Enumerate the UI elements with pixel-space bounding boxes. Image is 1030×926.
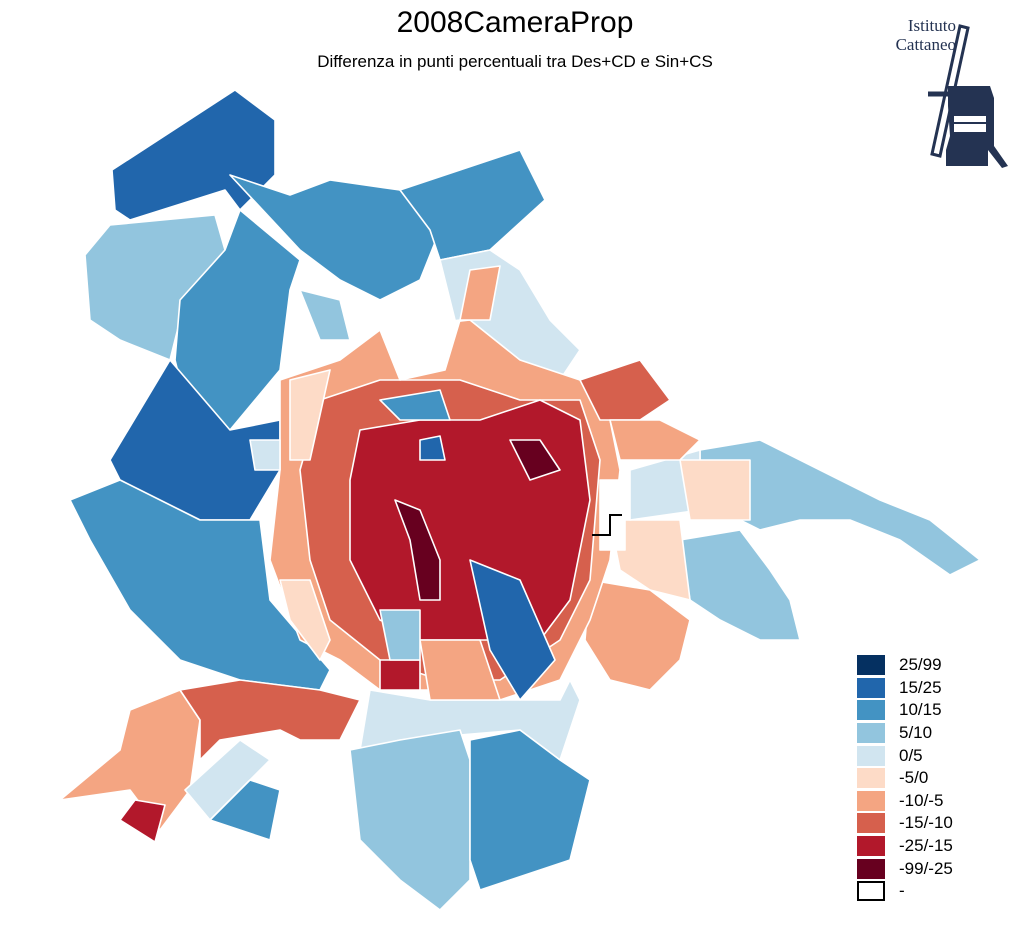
- zone: [469, 559, 556, 701]
- zone: [69, 479, 331, 691]
- zone: [394, 499, 441, 601]
- legend-swatch: [857, 677, 885, 698]
- legend-label: -5/0: [899, 768, 929, 788]
- legend-item: -10/-5: [857, 790, 953, 813]
- map-subtitle: Differenza in punti percentuali tra Des+…: [317, 52, 713, 71]
- legend-label: -: [899, 881, 905, 901]
- legend: 25/99 15/25 10/15 5/10 0/5 -5/0 -10/-5 -15/-10 -…: [857, 654, 953, 903]
- zone: [379, 609, 421, 661]
- legend-label: -25/-15: [899, 836, 953, 856]
- legend-item: 0/5: [857, 744, 953, 767]
- zone: [609, 419, 701, 461]
- istituto-cattaneo-logo: Istituto Cattaneo: [868, 16, 1008, 176]
- zone: [459, 265, 501, 321]
- zone: [584, 579, 691, 691]
- zone: [379, 319, 461, 381]
- legend-swatch: [857, 768, 885, 789]
- logo-line-1: Istituto: [907, 16, 956, 35]
- zone: [679, 459, 751, 521]
- zone: [379, 389, 451, 421]
- logo-line-2: Cattaneo: [895, 35, 956, 54]
- legend-item: -25/-15: [857, 835, 953, 858]
- legend-label: -10/-5: [899, 790, 944, 810]
- legend-swatch: [857, 700, 885, 721]
- windmill-icon: [928, 24, 1008, 168]
- legend-label: -99/-25: [899, 858, 953, 878]
- legend-swatch: [857, 836, 885, 857]
- legend-swatch: [857, 745, 885, 766]
- legend-label: 0/5: [899, 745, 923, 765]
- legend-label: 5/10: [899, 723, 933, 743]
- zone: [579, 359, 671, 421]
- legend-item: 5/10: [857, 722, 953, 745]
- legend-item: 15/25: [857, 677, 953, 700]
- legend-item: -: [857, 880, 953, 903]
- legend-swatch: [857, 655, 885, 676]
- zone: [349, 729, 471, 911]
- legend-swatch: [857, 881, 885, 902]
- zone: [419, 435, 446, 461]
- zone: [349, 399, 591, 641]
- legend-label: 25/99: [899, 655, 942, 675]
- zone: [509, 439, 561, 481]
- legend-item: -5/0: [857, 767, 953, 790]
- legend-label: 10/15: [899, 700, 942, 720]
- legend-item: 10/15: [857, 699, 953, 722]
- legend-item: 25/99: [857, 654, 953, 677]
- zone: [229, 174, 441, 301]
- zone: [419, 639, 501, 701]
- zone: [179, 679, 361, 761]
- legend-swatch: [857, 813, 885, 834]
- zone: [399, 149, 546, 261]
- zone: [299, 289, 351, 341]
- legend-label: 15/25: [899, 677, 942, 697]
- legend-swatch: [857, 790, 885, 811]
- zone: [699, 439, 981, 576]
- zone: [111, 89, 276, 221]
- missing-data-boundary: [592, 514, 622, 536]
- zone: [679, 529, 801, 641]
- legend-swatch: [857, 858, 885, 879]
- legend-swatch: [857, 723, 885, 744]
- zone: [209, 779, 281, 841]
- zone: [379, 659, 421, 691]
- zone: [119, 799, 166, 843]
- legend-item: -99/-25: [857, 857, 953, 880]
- zone: [249, 439, 281, 471]
- zone: [289, 369, 331, 461]
- zone: [609, 519, 691, 601]
- zone: [469, 729, 591, 891]
- legend-label: -15/-10: [899, 813, 953, 833]
- zone: [279, 579, 331, 661]
- map-title: 2008CameraProp: [396, 6, 634, 39]
- legend-item: -15/-10: [857, 812, 953, 835]
